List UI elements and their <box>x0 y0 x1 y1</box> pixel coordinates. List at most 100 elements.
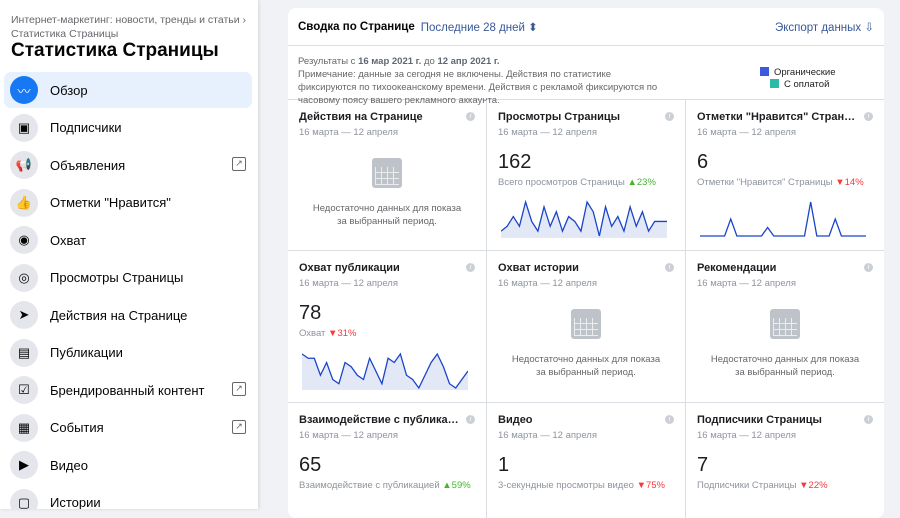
info-icon[interactable]: i <box>466 263 475 272</box>
page-summary-panel: Сводка по Странице Последние 28 дней ⬍ Э… <box>288 8 884 518</box>
cursor-icon: ➤ <box>10 301 38 329</box>
card-date: 16 марта — 12 апреля <box>498 430 597 441</box>
card-title: Просмотры Страницы <box>498 111 621 123</box>
legend-label: Органические <box>774 67 836 78</box>
calendar-icon <box>571 309 601 339</box>
date-range-dropdown[interactable]: Последние 28 дней ⬍ <box>420 21 538 34</box>
external-link-icon[interactable]: ↗ <box>232 382 246 396</box>
empty-message: Недостаточно данных для показа за выбран… <box>511 354 661 378</box>
info-icon[interactable]: i <box>665 263 674 272</box>
sidebar: Интернет-маркетинг: новости, тренды и ст… <box>0 0 258 509</box>
card-subtitle: Взаимодействие с публикацией <box>299 480 440 491</box>
external-link-icon[interactable]: ↗ <box>232 157 246 171</box>
summary-note: Результаты с 16 мар 2021 г. до 12 апр 20… <box>288 46 884 106</box>
card-subtitle: Отметки "Нравится" Страницы <box>697 177 833 188</box>
sidebar-item[interactable]: ☑ Брендированный контент ↗ <box>4 372 252 408</box>
sidebar-item-label: Действия на Странице <box>50 307 188 323</box>
sidebar-item-label: Просмотры Страницы <box>50 270 184 285</box>
card-title: Подписчики Страницы <box>697 414 822 426</box>
followers-icon: ▣ <box>10 113 38 142</box>
card-subtitle: Охват <box>299 328 326 339</box>
video-icon: ▶ <box>10 451 38 479</box>
metric-card[interactable]: Отметки "Нравится" Страницы i 16 марта — 1… <box>686 100 884 251</box>
sidebar-item-label: Публикации <box>50 345 123 360</box>
sidebar-item-label: Брендированный контент <box>50 382 205 398</box>
sidebar-item[interactable]: ◉ Охват <box>4 222 252 258</box>
metric-card[interactable]: Охват истории i 16 марта — 12 апреля Недост… <box>487 251 686 403</box>
external-link-icon[interactable]: ↗ <box>232 419 246 434</box>
card-title: Действия на Странице <box>299 111 423 123</box>
card-subtitle: Подписчики Страницы <box>697 480 797 491</box>
info-icon[interactable]: i <box>466 112 475 121</box>
results-mid: до <box>421 56 438 67</box>
sidebar-item[interactable]: 👍 Отметки "Нравится" <box>4 185 252 221</box>
page-title: Статистика Страницы <box>11 40 219 61</box>
breadcrumb: Интернет-маркетинг: новости, тренды и ст… <box>11 13 251 41</box>
card-date: 16 марта — 12 апреля <box>299 278 398 289</box>
sparkline-line <box>501 199 667 237</box>
broadcast-icon: ◉ <box>10 226 38 254</box>
sidebar-item-label: Отметки "Нравится" <box>50 195 171 210</box>
sidebar-item[interactable]: ▤ Публикации <box>4 335 252 371</box>
sparkline-line <box>302 352 468 390</box>
metric-card[interactable]: Подписчики Страницы i 16 марта — 12 апреля… <box>686 403 884 518</box>
card-title: Взаимодействие с публикаци... <box>299 414 459 426</box>
legend-label: С оплатой <box>784 79 830 90</box>
card-date: 16 марта — 12 апреля <box>697 430 796 441</box>
results-to: 12 апр 2021 г. <box>437 56 500 67</box>
empty-message: Недостаточно данных для показа за выбран… <box>710 354 860 378</box>
sidebar-item-label: Охват <box>50 232 87 248</box>
card-title: Охват истории <box>498 262 579 274</box>
card-value: 162 <box>498 151 532 173</box>
export-data-button[interactable]: Экспорт данных ⇩ <box>774 21 874 34</box>
sidebar-item-label: Подписчики <box>50 120 122 135</box>
legend-swatch <box>770 79 779 88</box>
legend-swatch <box>760 67 769 76</box>
sidebar-item[interactable]: ◎ Просмотры Страницы <box>4 260 252 296</box>
info-icon[interactable]: i <box>665 415 674 424</box>
card-date: 16 марта — 12 апреля <box>299 430 398 441</box>
metric-card[interactable]: Видео i 16 марта — 12 апреля 1 3-секундные п… <box>487 403 686 518</box>
sparkline-area <box>501 202 667 238</box>
info-icon[interactable]: i <box>864 415 873 424</box>
metric-card[interactable]: Просмотры Страницы i 16 марта — 12 апреля 1… <box>487 100 686 251</box>
metric-card[interactable]: Действия на Странице i 16 марта — 12 апрел… <box>288 100 487 251</box>
metric-card[interactable]: Взаимодействие с публикаци... i 16 марта —… <box>288 403 487 518</box>
empty-message: Недостаточно данных для показа за выбран… <box>312 203 462 227</box>
results-from: 16 мар 2021 г. <box>358 56 422 67</box>
calendar-icon: ▦ <box>10 413 38 442</box>
summary-header: Сводка по Странице Последние 28 дней ⬍ Э… <box>288 8 884 46</box>
info-icon[interactable]: i <box>466 415 475 424</box>
legend-paid: С оплатой <box>770 79 836 91</box>
breadcrumb-current: Статистика Страницы <box>11 28 119 40</box>
results-prefix: Результаты с <box>298 56 359 67</box>
metric-card[interactable]: Охват публикации i 16 марта — 12 апреля 78 О… <box>288 251 487 403</box>
sidebar-item-label: Истории <box>50 495 101 509</box>
metric-card[interactable]: Рекомендации i 16 марта — 12 апреля Недоста… <box>686 251 884 403</box>
card-value: 65 <box>299 454 322 476</box>
card-value: 6 <box>697 151 709 173</box>
card-title: Отметки "Нравится" Страницы <box>697 111 857 123</box>
sidebar-item[interactable]: ▣ Подписчики <box>4 110 252 146</box>
sidebar-item[interactable]: 📢 Объявления ↗ <box>4 147 252 183</box>
sidebar-item-label: Видео <box>50 457 88 473</box>
sparkline <box>302 352 468 390</box>
change-badge: ▼75% <box>636 480 665 491</box>
info-icon[interactable]: i <box>864 263 873 272</box>
eye-icon: ◎ <box>10 263 38 292</box>
info-icon[interactable]: i <box>864 112 873 121</box>
info-icon[interactable]: i <box>665 112 674 121</box>
sidebar-item[interactable]: 〰 Обзор <box>4 72 252 108</box>
change-badge: ▲59% <box>442 480 471 491</box>
card-title: Охват публикации <box>299 262 400 274</box>
note-text: Примечание: данные за сегодня не включен… <box>298 69 658 106</box>
sidebar-item[interactable]: ➤ Действия на Странице <box>4 297 252 333</box>
sidebar-item[interactable]: ▢ Истории <box>4 485 252 509</box>
breadcrumb-parent[interactable]: Интернет-маркетинг: новости, тренды и ст… <box>11 14 247 26</box>
card-subtitle: Всего просмотров Страницы <box>498 177 625 188</box>
sidebar-item[interactable]: ▦ События ↗ <box>4 410 252 446</box>
sparkline <box>501 199 667 238</box>
card-subtitle: 3-секундные просмотры видео <box>498 480 634 491</box>
sidebar-item[interactable]: ▶ Видео <box>4 447 252 483</box>
card-date: 16 марта — 12 апреля <box>697 127 796 138</box>
